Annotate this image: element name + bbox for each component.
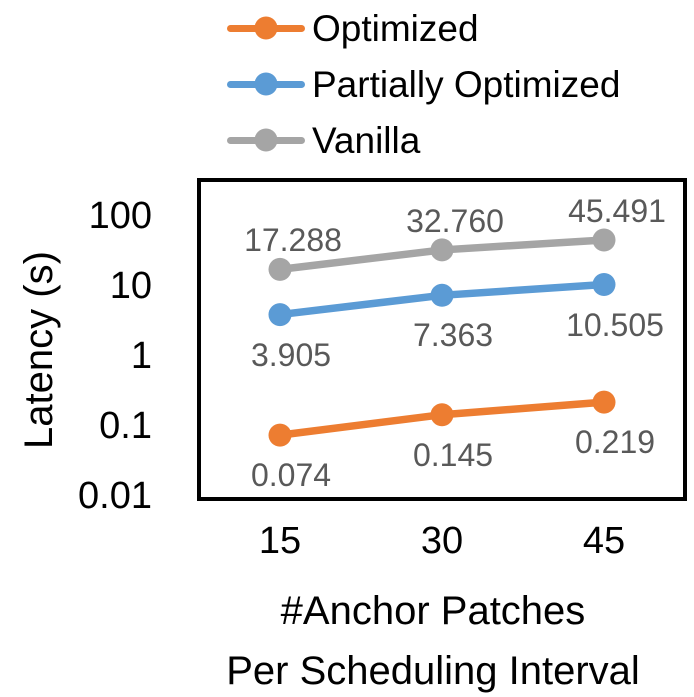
- data-label: 0.219: [574, 424, 656, 461]
- y-tick-label: 10: [109, 265, 152, 307]
- legend-label: Optimized: [312, 7, 479, 49]
- data-label: 0.145: [412, 436, 494, 473]
- x-tick-label: 45: [582, 520, 626, 562]
- data-label: 7.363: [412, 317, 494, 354]
- legend: Optimized Partially Optimized Vanilla: [227, 0, 620, 168]
- y-tick-label: 1: [130, 335, 152, 377]
- data-label: 3.905: [250, 336, 332, 373]
- vanilla-line-marker-icon: [227, 128, 305, 152]
- x-axis-title-line2: Per Scheduling Interval: [226, 649, 640, 693]
- data-label: 10.505: [566, 306, 664, 343]
- legend-item-vanilla: Vanilla: [227, 112, 620, 168]
- data-label: 17.288: [244, 222, 342, 259]
- legend-label: Vanilla: [312, 119, 421, 161]
- optimized-dot-icon: [254, 16, 278, 40]
- legend-label: Partially Optimized: [312, 63, 621, 105]
- partially-optimized-line-marker-icon: [227, 72, 305, 96]
- legend-item-optimized: Optimized: [227, 0, 620, 56]
- legend-item-partially-optimized: Partially Optimized: [227, 56, 620, 112]
- data-label: 45.491: [568, 192, 666, 229]
- optimized-line-marker-icon: [227, 16, 305, 40]
- x-tick-label: 30: [420, 520, 464, 562]
- y-tick-label: 100: [88, 195, 152, 237]
- y-tick-label: 0.01: [78, 475, 152, 517]
- vanilla-dot-icon: [254, 128, 278, 152]
- x-axis-title-line1: #Anchor Patches: [280, 589, 586, 633]
- y-tick-label: 0.1: [99, 405, 152, 447]
- partially-optimized-dot-icon: [254, 72, 278, 96]
- x-tick-label: 15: [258, 520, 302, 562]
- data-label: 0.074: [250, 457, 332, 494]
- data-label: 32.760: [406, 202, 504, 239]
